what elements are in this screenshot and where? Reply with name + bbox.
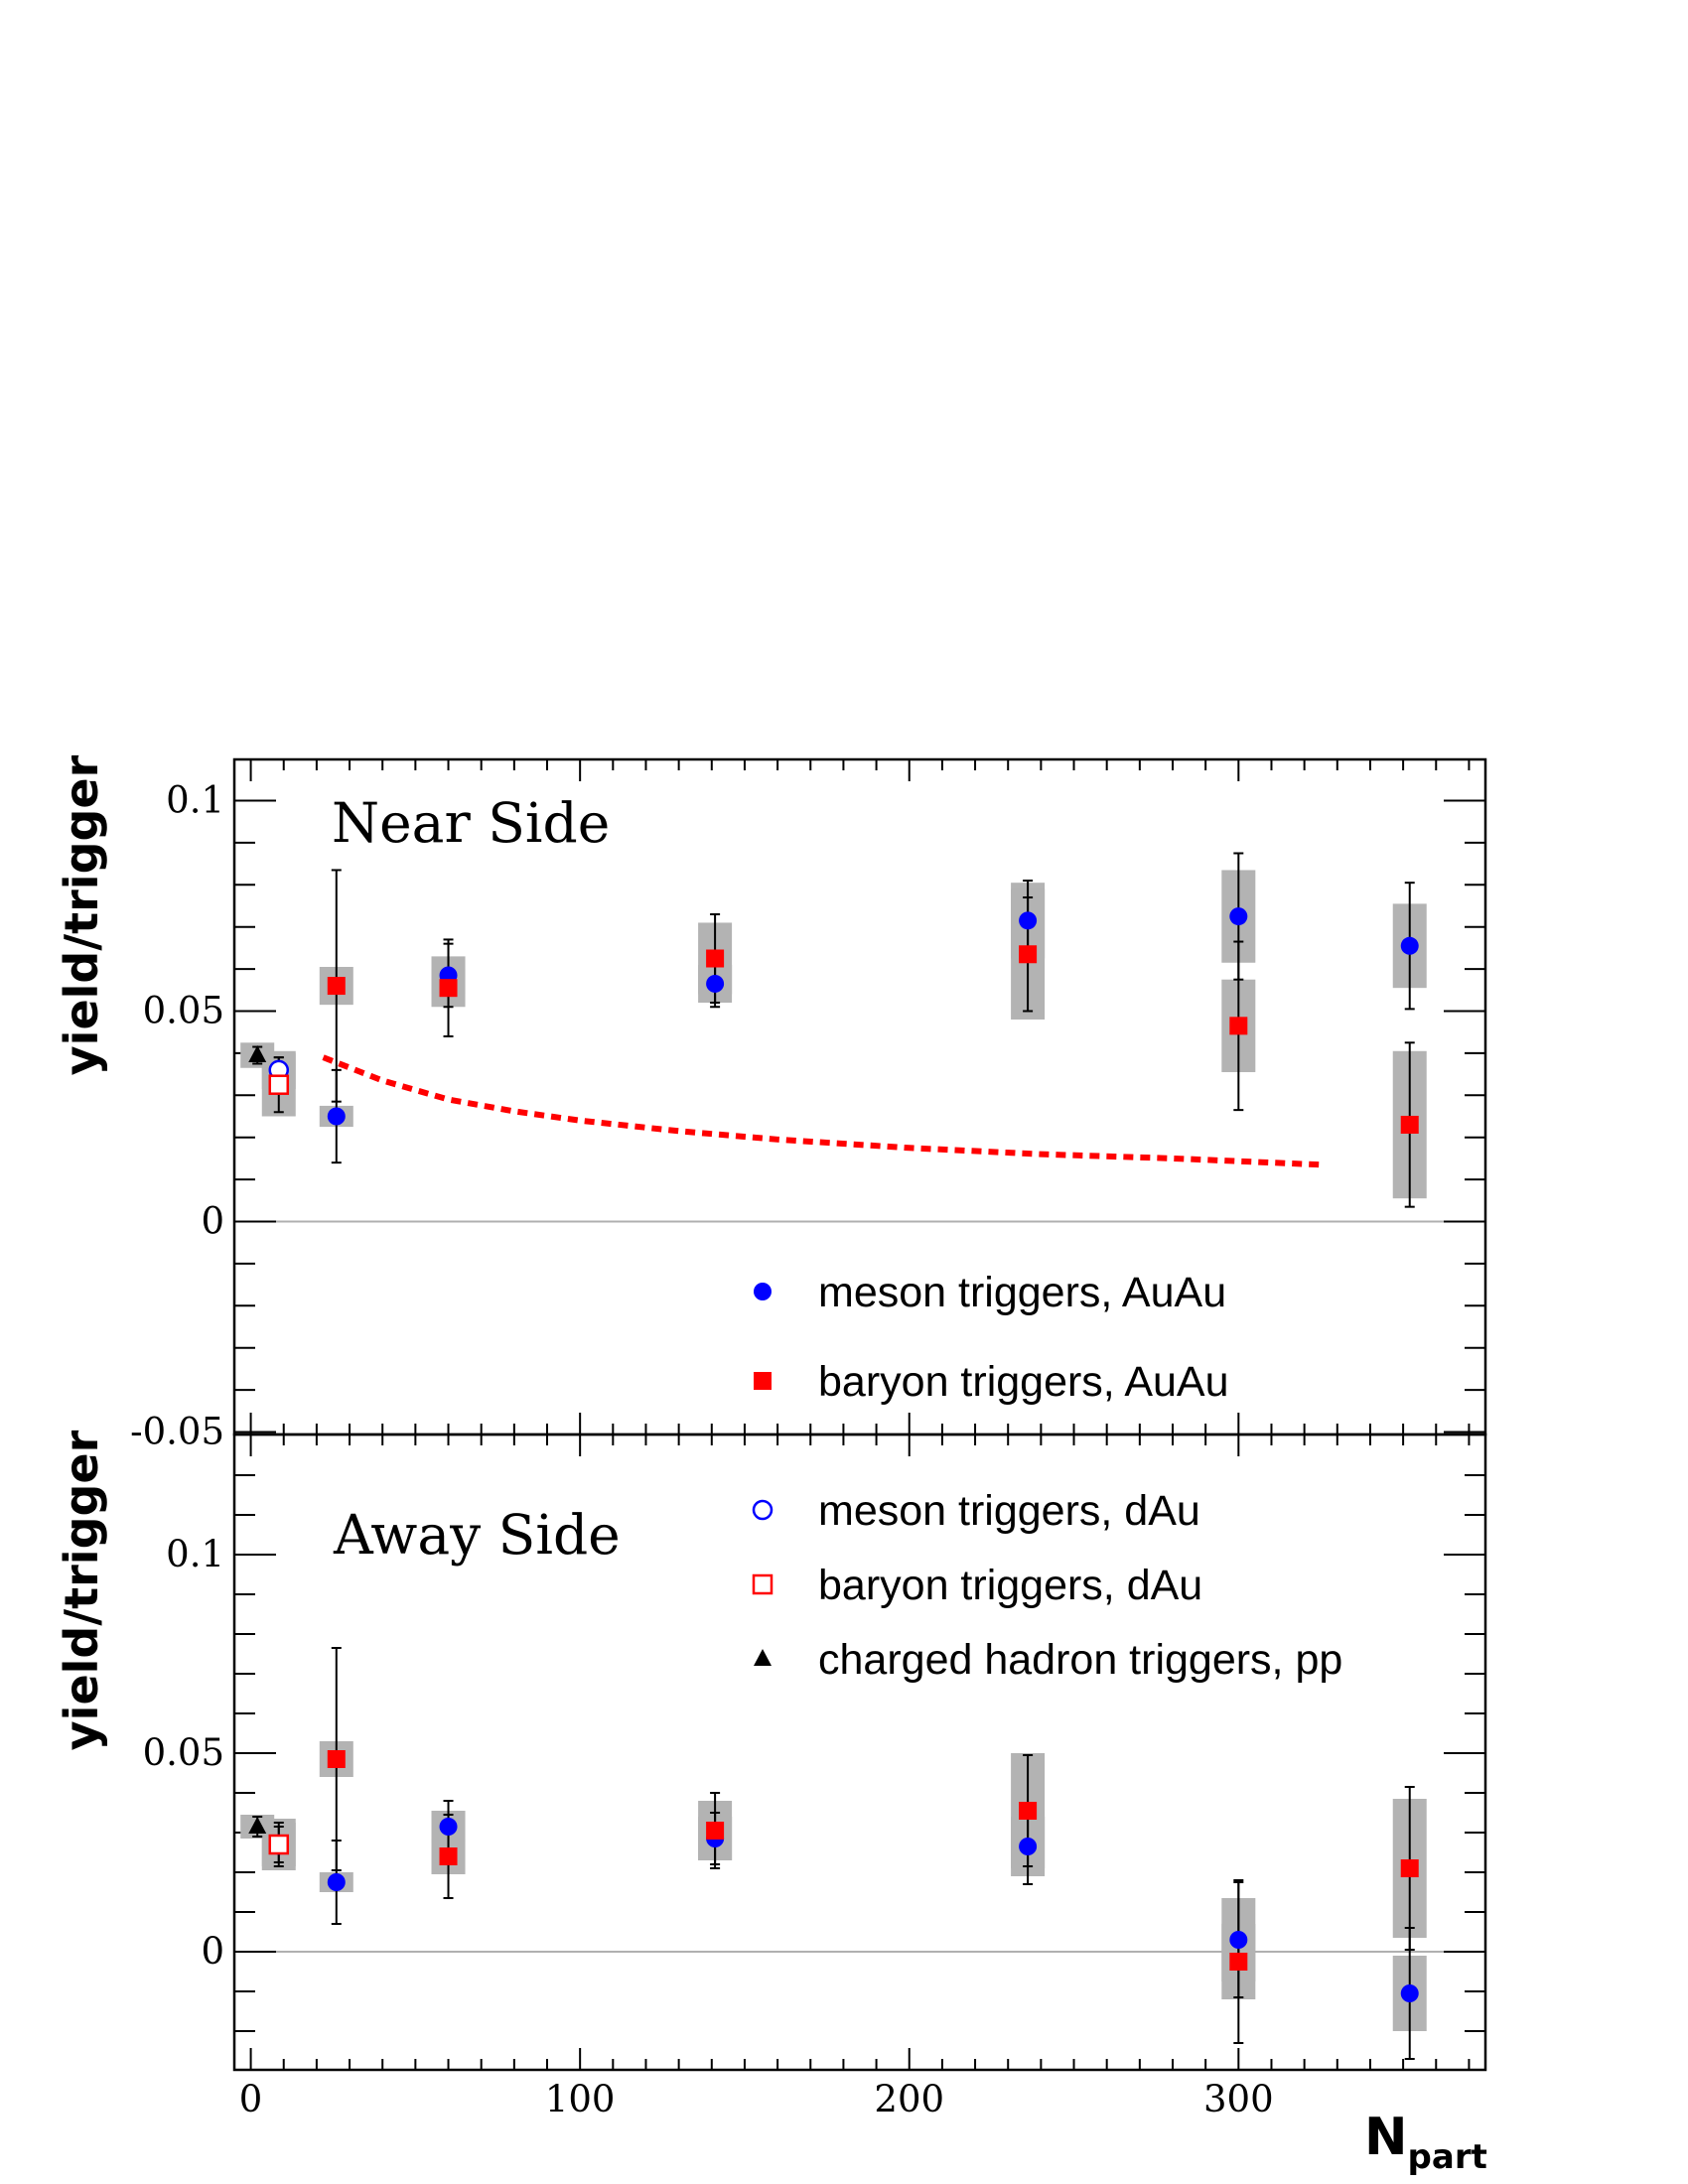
data-point <box>1229 907 1248 926</box>
data-point <box>268 1074 290 1095</box>
data-point <box>1400 1115 1419 1134</box>
legend-marker <box>754 1649 772 1666</box>
y-tick-label: 0.05 <box>143 1731 224 1774</box>
y-tick-label: 0.1 <box>166 779 224 822</box>
data-point <box>706 974 725 993</box>
legend-marker <box>754 1283 772 1300</box>
y-tick-label: 0 <box>201 1200 224 1243</box>
data-point <box>1400 1859 1419 1877</box>
bottom-panel-data: 0 0.05 0.1 0 100 200 300 <box>143 1434 1485 2120</box>
data-point <box>1019 945 1038 964</box>
legend-marker <box>752 1573 774 1595</box>
data-point <box>327 1750 346 1768</box>
legend-label: meson triggers, dAu <box>818 1487 1200 1535</box>
bottom-panel: Away Side yield/trigger <box>55 1430 1487 2072</box>
x-tick-label: 200 <box>874 2078 944 2120</box>
model-curve <box>322 1054 1322 1168</box>
legend-bottom: meson triggers, dAu baryon triggers, dAu c… <box>752 1487 1342 1684</box>
data-point <box>268 1834 290 1855</box>
top-y-axis-label: yield/trigger <box>55 754 108 1075</box>
x-tick-label: 100 <box>545 2078 616 2120</box>
data-point <box>439 1847 458 1865</box>
data-point <box>706 949 725 968</box>
data-point <box>1019 1802 1038 1820</box>
legend-label: baryon triggers, dAu <box>818 1562 1202 1609</box>
legend-label: meson triggers, AuAu <box>818 1269 1226 1316</box>
data-point <box>439 979 458 998</box>
data-point <box>327 1107 346 1126</box>
data-point <box>1229 1017 1248 1035</box>
legend-label: baryon triggers, AuAu <box>818 1358 1229 1406</box>
bottom-y-axis-label: yield/trigger <box>55 1430 108 1750</box>
data-point <box>1229 1953 1248 1971</box>
legend-marker <box>754 1372 772 1390</box>
data-point <box>1019 1838 1038 1855</box>
y-tick-label: 0 <box>201 1930 224 1973</box>
top-panel-title: Near Side <box>332 791 610 855</box>
y-tick-label: 0.05 <box>143 990 224 1032</box>
bottom-panel-title: Away Side <box>333 1503 621 1567</box>
data-point <box>1400 936 1419 955</box>
data-point <box>248 1045 267 1063</box>
data-point <box>248 1817 267 1834</box>
legend-marker <box>752 1499 774 1521</box>
data-point <box>439 1818 458 1836</box>
data-point <box>706 1822 725 1840</box>
data-point <box>327 1873 346 1891</box>
x-tick-label: 300 <box>1203 2078 1274 2120</box>
x-axis-label: Npart <box>1364 2108 1487 2177</box>
x-tick-label: 0 <box>239 2078 263 2120</box>
legend-top: meson triggers, AuAu baryon triggers, AuA… <box>754 1269 1229 1406</box>
data-point <box>327 977 346 996</box>
x-axis-label-subscript: part <box>1408 2137 1487 2177</box>
y-tick-label: 0.1 <box>166 1533 224 1575</box>
data-point <box>1229 1931 1248 1949</box>
data-point <box>1400 1984 1419 2002</box>
top-panel-frame <box>232 757 1487 1436</box>
legend-label: charged hadron triggers, pp <box>818 1636 1342 1684</box>
data-point <box>1019 911 1038 930</box>
y-tick-label: -0.05 <box>130 1411 224 1453</box>
top-panel-data: -0.05 0 0.05 0.1 <box>130 759 1485 1453</box>
x-axis-label-main: N <box>1364 2108 1408 2167</box>
